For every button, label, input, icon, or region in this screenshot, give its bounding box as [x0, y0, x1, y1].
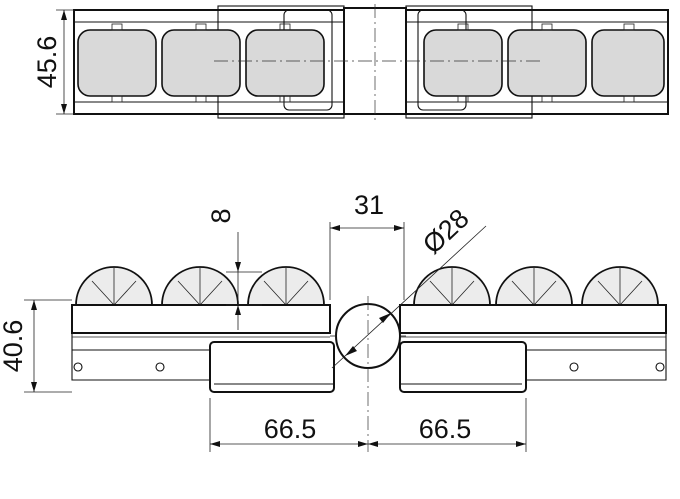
dim-hub-width: 31 [354, 190, 384, 220]
top-view: 45.6 [32, 4, 669, 124]
dim-height-top: 45.6 [32, 36, 62, 89]
dim-right-length: 66.5 [419, 414, 472, 444]
top-roller [507, 29, 587, 97]
dim-hub-diameter: Ø28 [417, 203, 475, 260]
dim-height-side: 40.6 [0, 320, 28, 373]
top-roller [161, 29, 241, 97]
side-view: 40.6 8 31 Ø28 66.5 66.5 [0, 190, 667, 452]
dim-left-length: 66.5 [264, 414, 317, 444]
side-right-bracket [399, 341, 527, 393]
top-roller [77, 29, 157, 97]
side-left-bracket [209, 341, 335, 393]
top-roller [245, 29, 325, 97]
dim-hub-offset: 8 [206, 208, 236, 223]
side-left-rail [71, 304, 331, 334]
side-right-rail [399, 304, 667, 334]
top-roller [423, 29, 503, 97]
top-roller [591, 29, 665, 97]
